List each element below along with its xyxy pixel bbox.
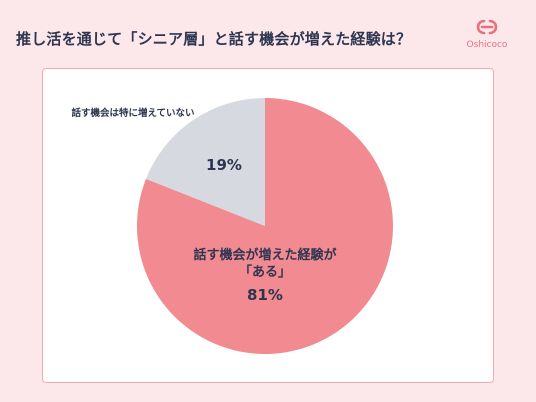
slice-value-label: 19%: [206, 156, 242, 174]
slice-label: 話す機会が増えた経験が「ある」: [193, 247, 336, 280]
chart-card: 話す機会が増えた経験が「ある」 81% 話す機会は特に増えていない 19%: [42, 68, 494, 383]
slice-label: 話す機会は特に増えていない: [71, 107, 194, 119]
chart-title: 推し活を通じて「シニア層」と話す機会が増えた経験は？: [16, 30, 412, 48]
pie-chart: 話す機会が増えた経験が「ある」 81% 話す機会は特に増えていない 19%: [71, 98, 393, 355]
brand-name: Oshicoco: [466, 40, 508, 50]
slice-value-label: 81%: [247, 286, 283, 304]
logo-icon: [476, 19, 498, 35]
brand-logo: Oshicoco: [452, 16, 522, 50]
pie-slice-19pct: [145, 98, 265, 226]
pie-slice-81pct: [136, 98, 393, 355]
